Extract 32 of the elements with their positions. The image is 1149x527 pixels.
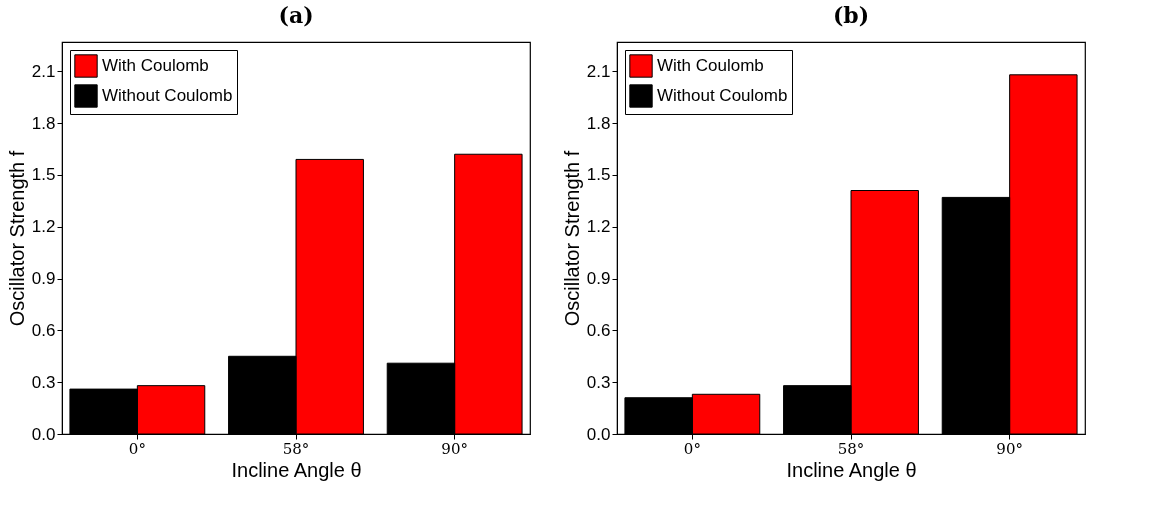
x-axis-title: Incline Angle θ — [231, 458, 362, 481]
y-tick-label: 1.5 — [586, 165, 611, 185]
legend-label: Without Coulomb — [102, 86, 233, 105]
legend-label: With Coulomb — [657, 56, 764, 75]
y-tick-label: 0.0 — [31, 424, 56, 444]
y-tick-label: 0.3 — [586, 372, 611, 392]
chart-title: (b) — [832, 2, 870, 28]
y-axis-title: Oscillator Strength f — [560, 150, 583, 327]
y-tick-label: 1.8 — [31, 113, 56, 133]
y-tick-label: 2.1 — [586, 61, 611, 81]
y-axis-title: Oscillator Strength f — [5, 150, 28, 327]
y-tick-label: 1.8 — [586, 113, 611, 133]
chart-title: (a) — [278, 2, 314, 28]
x-tick-label: 0° — [128, 439, 146, 458]
y-tick-label: 0.9 — [586, 269, 611, 289]
x-tick-label: 58° — [837, 439, 865, 458]
y-tick-label: 0.6 — [586, 320, 611, 340]
y-tick-label: 1.2 — [586, 217, 611, 237]
y-tick-label: 0.9 — [31, 269, 56, 289]
legend-label: Without Coulomb — [657, 86, 788, 105]
y-tick-label: 2.1 — [31, 61, 56, 81]
y-tick-label: 0.3 — [31, 372, 56, 392]
y-tick-label: 0.6 — [31, 320, 56, 340]
x-tick-label: 90° — [996, 439, 1023, 458]
x-tick-label: 0° — [683, 439, 701, 458]
y-tick-label: 1.2 — [31, 217, 56, 237]
y-tick-label: 1.5 — [31, 165, 56, 185]
y-tick-label: 0.0 — [586, 424, 611, 444]
legend-label: With Coulomb — [102, 56, 209, 75]
x-axis-title: Incline Angle θ — [786, 458, 917, 481]
x-tick-label: 58° — [282, 439, 310, 458]
x-tick-label: 90° — [441, 439, 468, 458]
